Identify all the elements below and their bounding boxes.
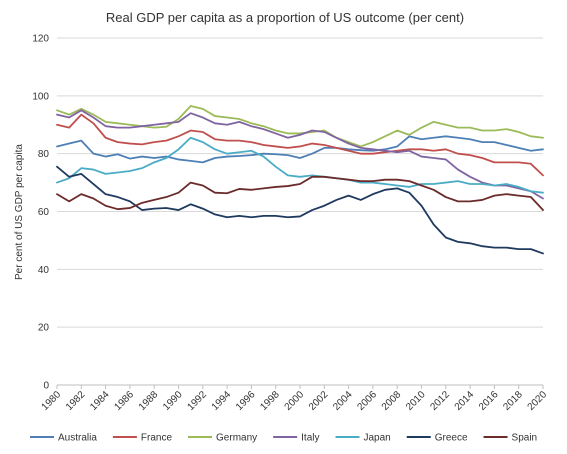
y-tick-label: 120 xyxy=(32,34,49,45)
legend-label: Australia xyxy=(58,433,97,444)
x-tick-label: 2004 xyxy=(331,389,355,413)
x-tick-label: 1982 xyxy=(64,389,88,413)
x-tick-label: 2010 xyxy=(404,389,428,413)
series-line-greece xyxy=(56,165,544,255)
x-tick-label: 2018 xyxy=(501,389,525,413)
x-tick-label: 1986 xyxy=(113,389,137,413)
x-tick-label: 2002 xyxy=(307,389,331,413)
x-tick-label: 2006 xyxy=(356,389,380,413)
x-tick-label: 1980 xyxy=(40,389,64,413)
series-line-italy xyxy=(56,109,544,200)
x-tick-label: 2014 xyxy=(453,389,477,413)
legend-item-germany: Germany xyxy=(188,433,257,444)
x-axis-ticks: 1980 1982 1984 1986 1988 1990 1992 1994 1996 1998… xyxy=(40,385,550,413)
x-tick-label: 2008 xyxy=(380,389,404,413)
legend-label: France xyxy=(141,433,173,444)
series-lines xyxy=(56,105,544,255)
legend-item-australia: Australia xyxy=(30,433,97,444)
legend-label: Spain xyxy=(512,433,538,444)
series-line-japan xyxy=(56,136,544,194)
legend: Australia France Germany Italy Japan Greece Sp… xyxy=(30,433,537,444)
y-tick-label: 40 xyxy=(38,265,50,276)
legend-label: Greece xyxy=(435,433,468,444)
legend-item-italy: Italy xyxy=(273,433,320,444)
y-tick-label: 20 xyxy=(38,323,50,334)
series-line-france xyxy=(56,113,544,177)
x-tick-label: 1984 xyxy=(88,389,112,413)
x-tick-label: 1992 xyxy=(185,389,209,413)
legend-label: Germany xyxy=(216,433,257,444)
legend-item-japan: Japan xyxy=(335,433,391,444)
legend-item-france: France xyxy=(112,433,173,444)
legend-label: Italy xyxy=(301,433,319,444)
x-tick-label: 1988 xyxy=(137,389,161,413)
y-tick-label: 100 xyxy=(32,91,49,102)
x-tick-label: 1994 xyxy=(210,389,234,413)
x-tick-label: 2020 xyxy=(526,389,550,413)
legend-item-spain: Spain xyxy=(483,433,538,444)
legend-item-greece: Greece xyxy=(406,433,468,444)
x-tick-label: 2012 xyxy=(428,389,452,413)
gridlines xyxy=(57,37,543,386)
legend-label: Japan xyxy=(364,433,391,444)
x-tick-label: 1990 xyxy=(161,389,185,413)
series-line-spain xyxy=(56,175,544,211)
x-tick-label: 2016 xyxy=(477,389,501,413)
series-line-australia xyxy=(56,135,544,164)
y-tick-label: 0 xyxy=(43,381,49,392)
y-tick-label: 80 xyxy=(38,149,50,160)
x-tick-label: 1998 xyxy=(258,389,282,413)
x-tick-label: 1996 xyxy=(234,389,258,413)
x-tick-label: 2000 xyxy=(283,389,307,413)
chart-title: Real GDP per capita as a proportion of U… xyxy=(106,10,464,25)
series-line-germany xyxy=(56,105,544,148)
y-axis-label: Per cent of US GDP per capita xyxy=(14,144,25,280)
y-axis-ticks: 0 20 40 60 80 100 120 xyxy=(32,34,49,392)
y-tick-label: 60 xyxy=(38,207,50,218)
